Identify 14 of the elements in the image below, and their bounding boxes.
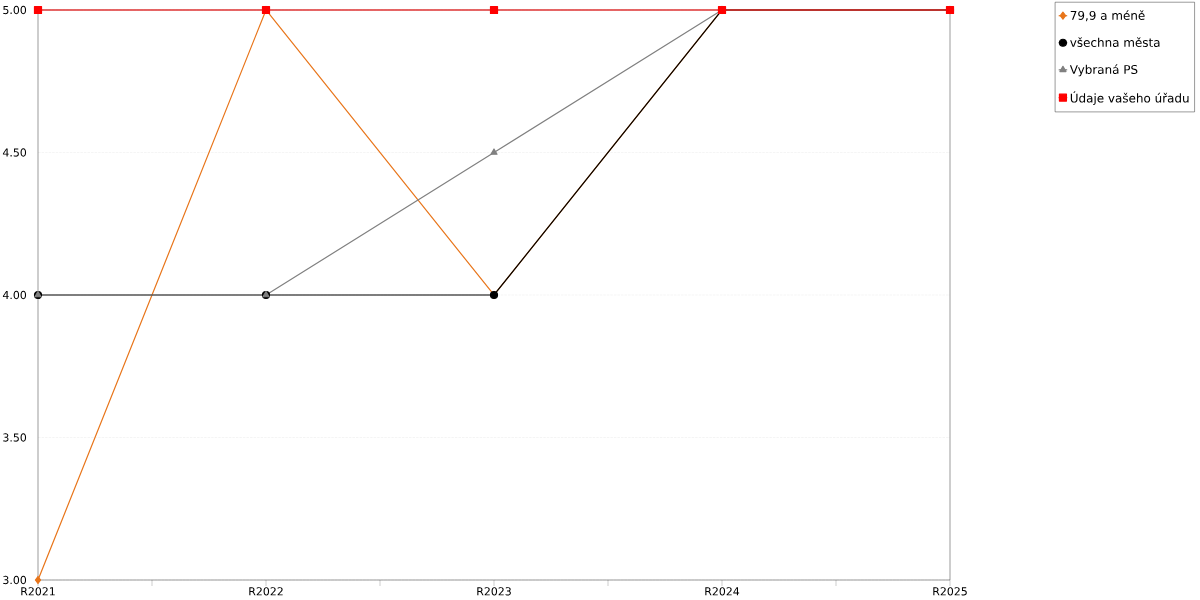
y-tick-label: 3.50 <box>3 433 27 442</box>
x-tick-label: R2023 <box>477 587 511 596</box>
y-tick-label: 4.00 <box>2 290 27 300</box>
legend-label: Vybraná PS <box>1069 64 1138 77</box>
legend-label: Údaje vašeho úřadu <box>1070 91 1189 105</box>
y-tick-label: 3.00 <box>3 575 27 585</box>
x-tick-label: R2024 <box>705 587 740 596</box>
x-tick-label: R2025 <box>933 587 967 596</box>
legend-label: 79,9 a méně <box>1070 10 1145 22</box>
x-tick-label: R2022 <box>249 587 283 596</box>
y-tick-label: 4.50 <box>2 148 27 157</box>
y-tick-label: 5.00 <box>3 5 27 15</box>
legend-label: všechna města <box>1070 37 1160 47</box>
x-tick-label: R2021 <box>21 587 55 596</box>
